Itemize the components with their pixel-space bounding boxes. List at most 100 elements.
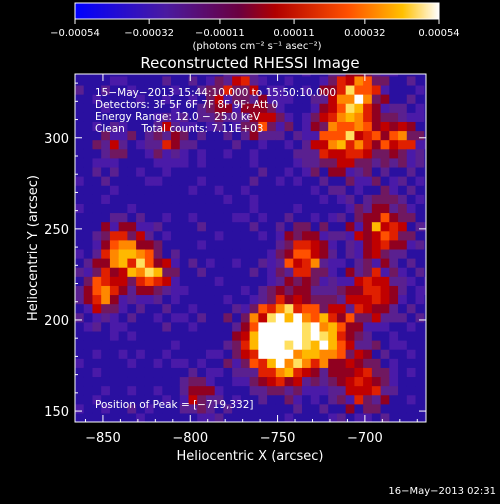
heatmap-cell <box>162 166 172 177</box>
heatmap-cell <box>101 321 111 332</box>
heatmap-cell <box>302 412 312 422</box>
heatmap-cell <box>162 376 172 387</box>
heatmap-cell <box>197 285 207 296</box>
heatmap-cell <box>197 248 207 259</box>
heatmap-cell <box>240 166 251 177</box>
heatmap-cell <box>109 130 120 141</box>
heatmap-cell <box>424 330 426 341</box>
heatmap-cell <box>232 148 242 159</box>
heatmap-cell <box>240 258 251 268</box>
heatmap-cell <box>92 130 102 141</box>
heatmap-cell <box>223 394 233 405</box>
heatmap-cell <box>406 84 417 95</box>
heatmap-cell <box>109 376 120 387</box>
heatmap-cell <box>319 294 329 305</box>
heatmap-cell <box>284 203 294 214</box>
heatmap-cell <box>258 74 268 77</box>
heatmap-cell <box>380 258 390 268</box>
heatmap-cell <box>415 239 425 250</box>
heatmap-cell <box>249 230 259 241</box>
heatmap-cell <box>389 230 399 241</box>
heatmap-cell <box>101 349 111 359</box>
heatmap-cell <box>398 385 408 396</box>
heatmap-cell <box>75 294 85 305</box>
heatmap-cell <box>424 303 426 314</box>
heatmap-cell <box>310 121 321 132</box>
heatmap-cell <box>267 330 277 341</box>
heatmap-cell <box>197 194 207 204</box>
heatmap-cell <box>197 258 207 268</box>
heatmap-cell <box>75 74 85 77</box>
heatmap-cell <box>144 403 155 414</box>
heatmap-cell <box>83 75 94 86</box>
heatmap-cell <box>214 340 225 350</box>
heatmap-cell <box>171 212 181 223</box>
heatmap-cell <box>267 212 277 223</box>
heatmap-cell <box>118 74 128 77</box>
heatmap-cell <box>406 258 417 268</box>
heatmap-cell <box>371 203 382 214</box>
heatmap-cell <box>205 103 216 113</box>
heatmap-cell <box>136 230 146 241</box>
x-tick-label: −700 <box>347 431 383 446</box>
heatmap-cell <box>92 148 102 159</box>
heatmap-cell <box>380 403 390 414</box>
heatmap-cell <box>363 340 373 350</box>
heatmap-cell <box>389 166 399 177</box>
heatmap-cell <box>118 212 128 223</box>
heatmap-cell <box>136 376 146 387</box>
heatmap-cell <box>354 84 364 95</box>
heatmap-cell <box>363 267 373 277</box>
heatmap-cell <box>371 121 382 132</box>
heatmap-cell <box>205 349 216 359</box>
heatmap-cell <box>302 258 312 268</box>
heatmap-cell <box>424 94 426 104</box>
heatmap-cell <box>398 148 408 159</box>
heatmap-cell <box>328 358 338 368</box>
heatmap-cell <box>310 130 321 141</box>
heatmap-cell <box>389 194 399 204</box>
heatmap-cell <box>284 166 294 177</box>
heatmap-cell <box>319 248 329 259</box>
heatmap-cell <box>345 248 356 259</box>
heatmap-cell <box>258 294 268 305</box>
heatmap-cell <box>302 221 312 232</box>
heatmap-cell <box>406 166 417 177</box>
heatmap-cell <box>118 330 128 341</box>
heatmap-cell <box>92 157 102 168</box>
heatmap-cell <box>179 84 190 95</box>
heatmap-cell <box>258 75 268 86</box>
heatmap-cell <box>171 285 181 296</box>
heatmap-cell <box>118 267 128 277</box>
heatmap-cell <box>363 103 373 113</box>
heatmap-cell <box>354 248 364 259</box>
heatmap-cell <box>275 130 286 141</box>
heatmap-cell <box>75 185 85 195</box>
heatmap-cell <box>249 367 259 378</box>
heatmap-cell <box>197 112 207 122</box>
heatmap-cell <box>127 239 137 250</box>
info-line-time: 15−May−2013 15:44:10.000 to 15:50:10.000 <box>95 87 336 99</box>
heatmap-cell <box>258 358 268 368</box>
heatmap-cell <box>101 157 111 168</box>
heatmap-cell <box>162 74 172 77</box>
heatmap-cell <box>319 112 329 122</box>
heatmap-cell <box>284 74 294 77</box>
heatmap-cell <box>310 258 321 268</box>
heatmap-cell <box>83 340 94 350</box>
heatmap-cell <box>136 121 146 132</box>
heatmap-cell <box>424 321 426 332</box>
heatmap-cell <box>258 321 268 332</box>
heatmap-cell <box>258 212 268 223</box>
heatmap-cell <box>118 130 128 141</box>
heatmap-cell <box>415 248 425 259</box>
heatmap-cell <box>153 285 163 296</box>
heatmap-cell <box>197 221 207 232</box>
heatmap-cell <box>398 221 408 232</box>
heatmap-cell <box>109 330 120 341</box>
heatmap-cell <box>336 194 347 204</box>
heatmap-cell <box>389 367 399 378</box>
heatmap-cell <box>83 194 94 204</box>
heatmap-cell <box>406 376 417 387</box>
heatmap-cell <box>144 139 155 150</box>
